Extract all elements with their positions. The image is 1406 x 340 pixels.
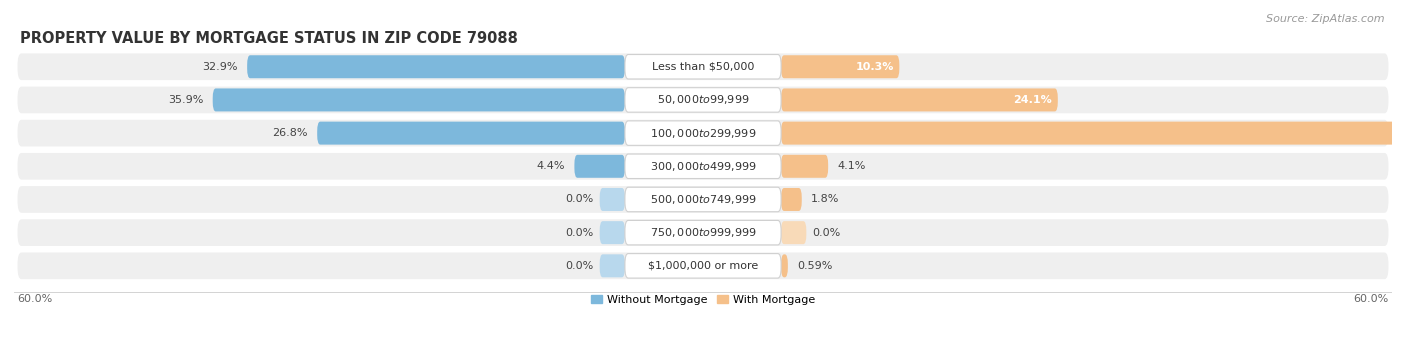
FancyBboxPatch shape [318, 122, 624, 144]
FancyBboxPatch shape [624, 254, 782, 278]
FancyBboxPatch shape [17, 53, 1389, 80]
FancyBboxPatch shape [17, 186, 1389, 213]
FancyBboxPatch shape [575, 155, 624, 178]
Text: PROPERTY VALUE BY MORTGAGE STATUS IN ZIP CODE 79088: PROPERTY VALUE BY MORTGAGE STATUS IN ZIP… [20, 31, 517, 46]
Text: $500,000 to $749,999: $500,000 to $749,999 [650, 193, 756, 206]
Text: 0.0%: 0.0% [813, 228, 841, 238]
Legend: Without Mortgage, With Mortgage: Without Mortgage, With Mortgage [586, 290, 820, 309]
Text: 32.9%: 32.9% [202, 62, 238, 72]
Text: 0.0%: 0.0% [565, 194, 593, 204]
Text: $50,000 to $99,999: $50,000 to $99,999 [657, 94, 749, 106]
Text: 1.8%: 1.8% [811, 194, 839, 204]
Text: 0.59%: 0.59% [797, 261, 832, 271]
FancyBboxPatch shape [782, 122, 1406, 144]
FancyBboxPatch shape [782, 254, 787, 277]
Text: 35.9%: 35.9% [169, 95, 204, 105]
Text: 4.4%: 4.4% [537, 161, 565, 171]
FancyBboxPatch shape [624, 187, 782, 212]
Text: 4.1%: 4.1% [838, 161, 866, 171]
FancyBboxPatch shape [624, 121, 782, 145]
Text: 60.0%: 60.0% [1353, 294, 1389, 304]
FancyBboxPatch shape [624, 220, 782, 245]
FancyBboxPatch shape [782, 221, 807, 244]
Text: $750,000 to $999,999: $750,000 to $999,999 [650, 226, 756, 239]
Text: 10.3%: 10.3% [855, 62, 894, 72]
FancyBboxPatch shape [599, 221, 624, 244]
FancyBboxPatch shape [624, 154, 782, 178]
Text: Less than $50,000: Less than $50,000 [652, 62, 754, 72]
FancyBboxPatch shape [17, 219, 1389, 246]
FancyBboxPatch shape [599, 188, 624, 211]
FancyBboxPatch shape [624, 54, 782, 79]
FancyBboxPatch shape [782, 88, 1057, 112]
Text: $1,000,000 or more: $1,000,000 or more [648, 261, 758, 271]
Text: 60.0%: 60.0% [17, 294, 53, 304]
FancyBboxPatch shape [782, 188, 801, 211]
FancyBboxPatch shape [599, 254, 624, 277]
Text: $100,000 to $299,999: $100,000 to $299,999 [650, 126, 756, 140]
FancyBboxPatch shape [624, 88, 782, 112]
FancyBboxPatch shape [17, 120, 1389, 147]
FancyBboxPatch shape [17, 153, 1389, 180]
Text: Source: ZipAtlas.com: Source: ZipAtlas.com [1267, 14, 1385, 23]
Text: $300,000 to $499,999: $300,000 to $499,999 [650, 160, 756, 173]
Text: 0.0%: 0.0% [565, 228, 593, 238]
Text: 0.0%: 0.0% [565, 261, 593, 271]
FancyBboxPatch shape [17, 87, 1389, 113]
FancyBboxPatch shape [782, 155, 828, 178]
Text: 26.8%: 26.8% [273, 128, 308, 138]
Text: 24.1%: 24.1% [1014, 95, 1052, 105]
FancyBboxPatch shape [212, 88, 624, 112]
FancyBboxPatch shape [17, 253, 1389, 279]
FancyBboxPatch shape [247, 55, 624, 78]
FancyBboxPatch shape [782, 55, 900, 78]
